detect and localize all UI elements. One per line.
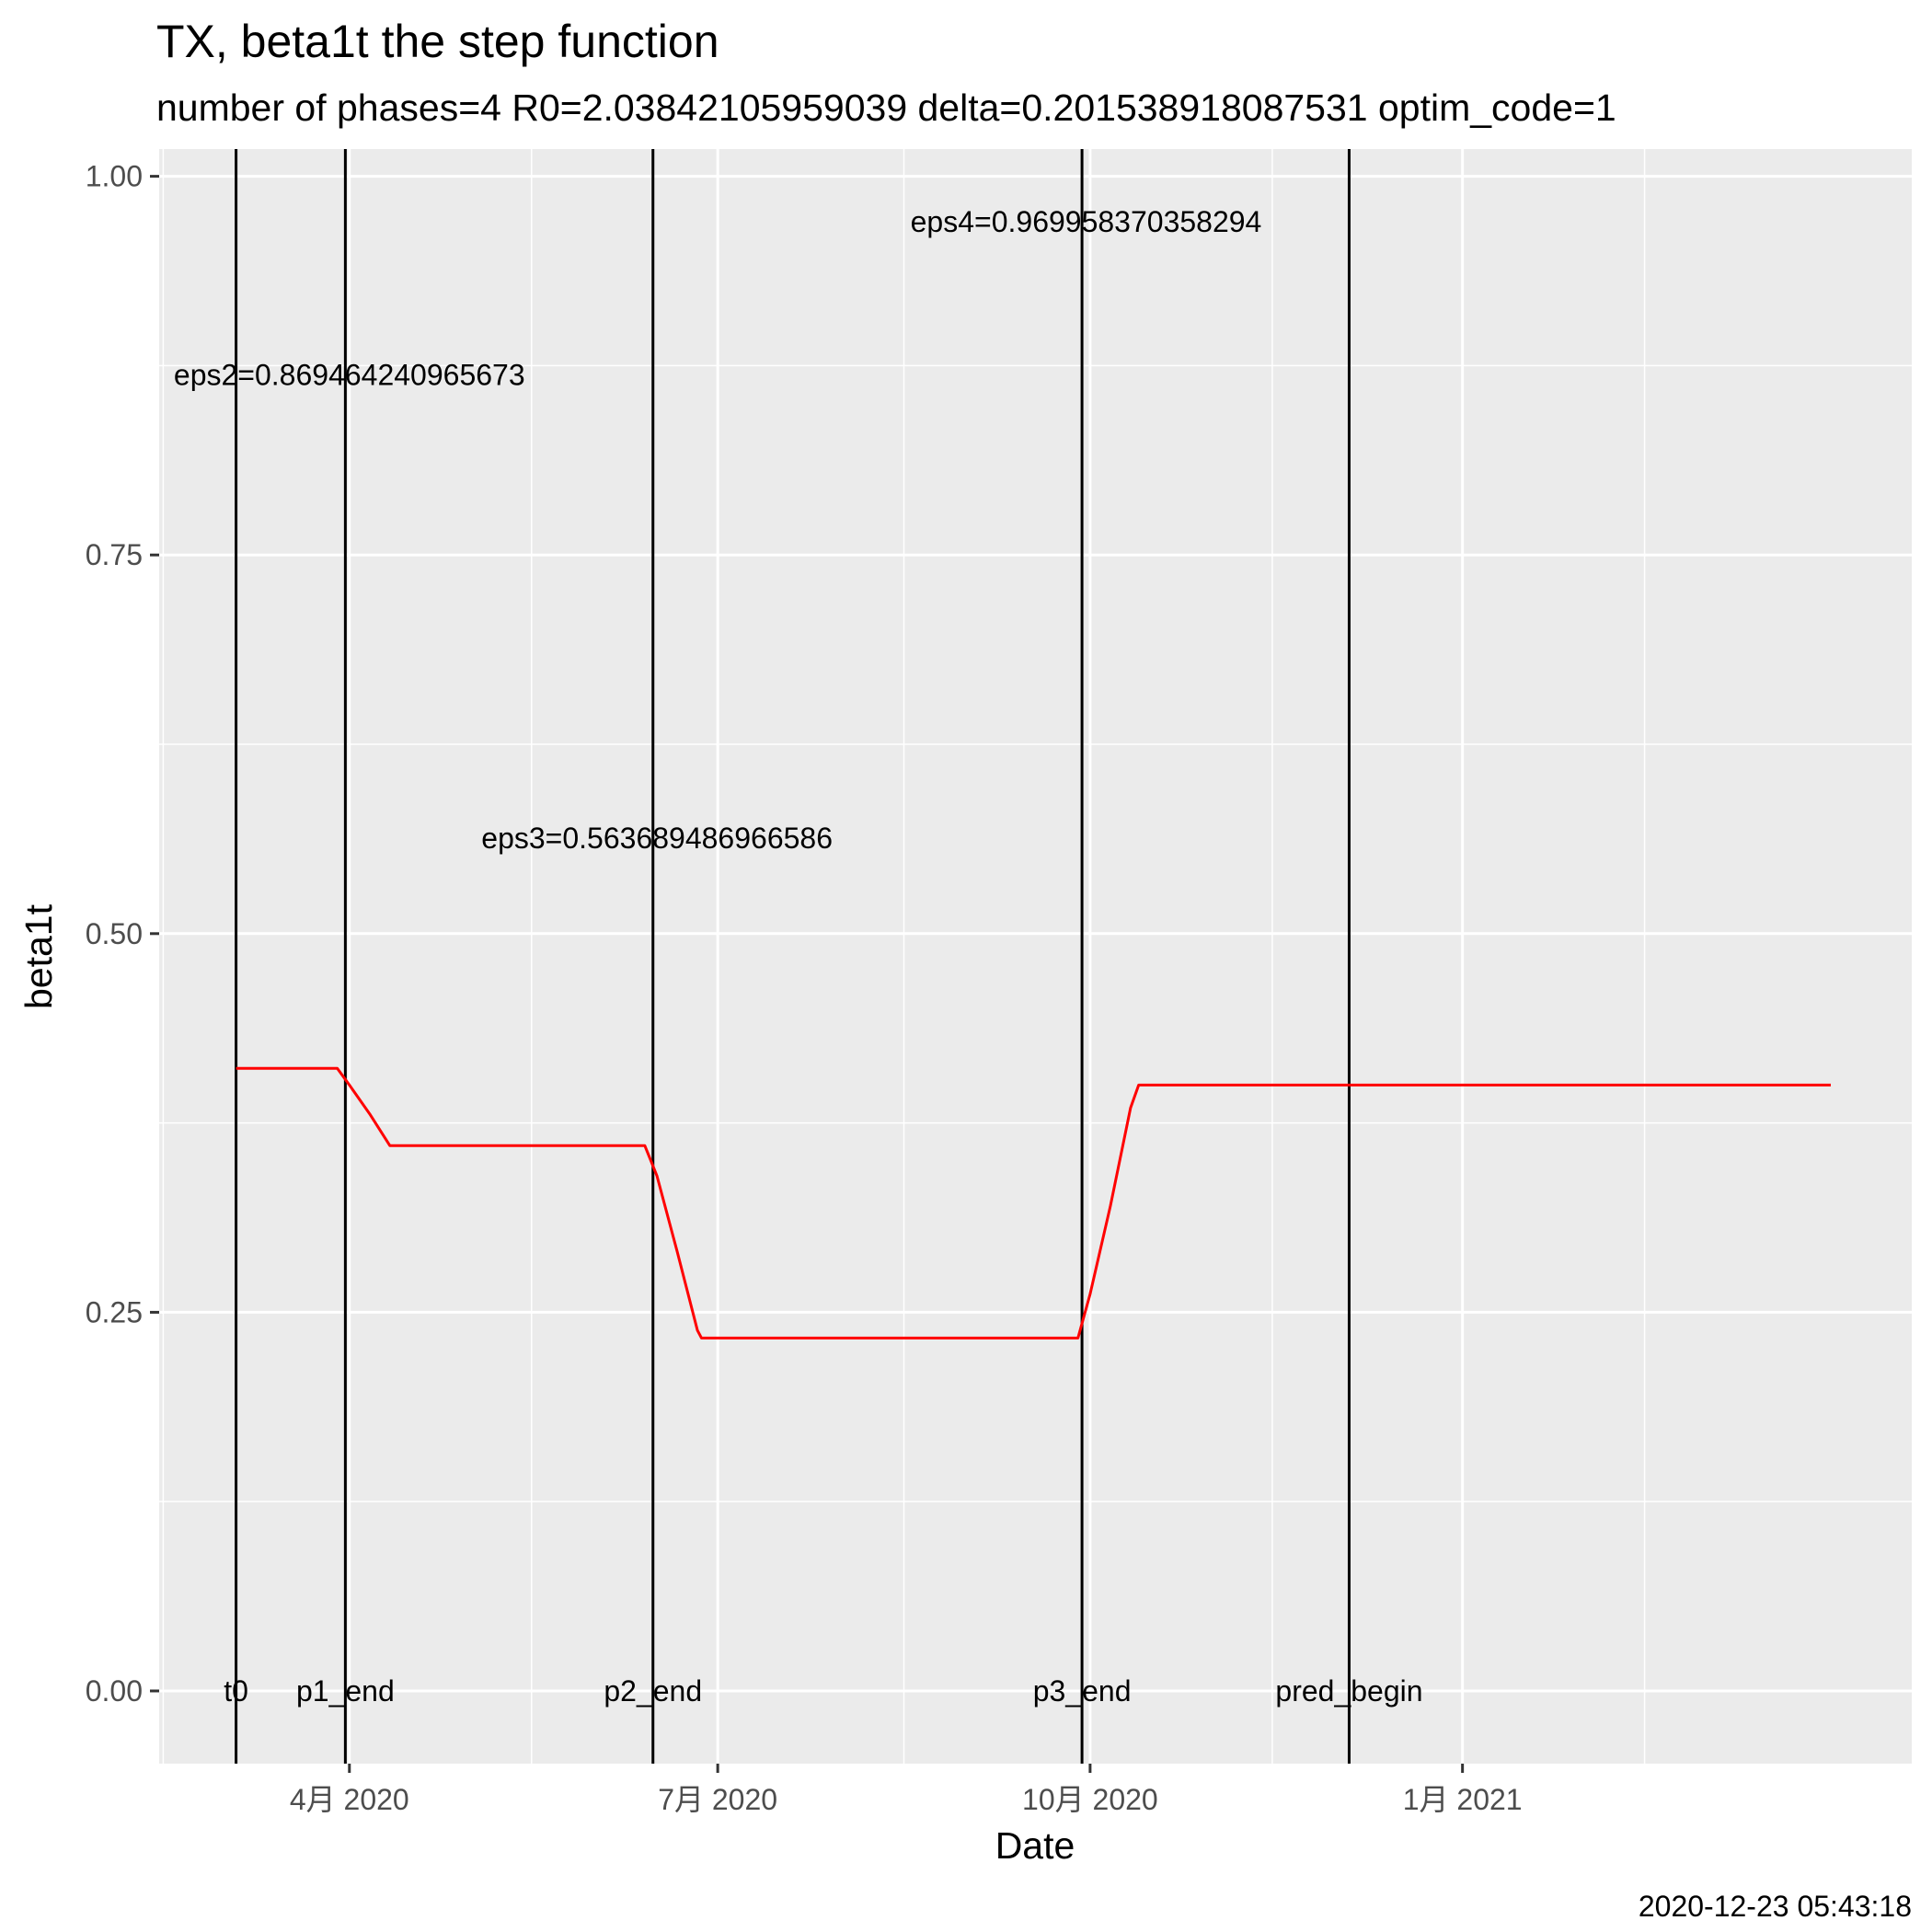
phase-label-pred-begin: pred_begin bbox=[1275, 1674, 1422, 1708]
x-axis: 4月 2020 7月 2020 10月 2020 1月 2021 bbox=[290, 1764, 1523, 1816]
phase-lines bbox=[235, 149, 1351, 1764]
panel-background bbox=[159, 149, 1912, 1764]
x-tick-label: 4月 2020 bbox=[290, 1783, 409, 1816]
annotation-eps3: eps3=0.563689486966586 bbox=[481, 822, 833, 855]
y-axis: 0.00 0.25 0.50 0.75 1.00 bbox=[86, 160, 159, 1708]
y-axis-title: beta1t bbox=[17, 903, 60, 1009]
y-tick-label: 0.00 bbox=[86, 1674, 143, 1708]
annotations: eps2=0.869464240965673 eps3=0.56368948696… bbox=[174, 205, 1261, 855]
x-tick-label: 1月 2021 bbox=[1403, 1783, 1523, 1816]
plot-panel: t0 p1_end p2_end p3_end pred_begin eps2=0.86… bbox=[159, 149, 1912, 1764]
major-gridlines bbox=[159, 149, 1912, 1764]
phase-label-p2-end: p2_end bbox=[604, 1674, 702, 1708]
caption: 2020-12-23 05:43:18 bbox=[1639, 1890, 1912, 1923]
x-tick-label: 7月 2020 bbox=[658, 1783, 777, 1816]
x-tick-label: 10月 2020 bbox=[1022, 1783, 1158, 1816]
phase-label-p1-end: p1_end bbox=[296, 1674, 395, 1708]
phase-labels: t0 p1_end p2_end p3_end pred_begin bbox=[224, 1674, 1422, 1708]
minor-gridlines bbox=[159, 149, 1912, 1764]
series-layer bbox=[236, 1066, 1831, 1340]
y-tick-label: 0.25 bbox=[86, 1295, 143, 1328]
annotation-eps2: eps2=0.869464240965673 bbox=[174, 358, 525, 391]
annotation-eps4: eps4=0.969958370358294 bbox=[911, 205, 1262, 238]
y-tick-label: 1.00 bbox=[86, 160, 143, 193]
series-line-1 bbox=[236, 1066, 1831, 1340]
phase-label-t0: t0 bbox=[224, 1674, 248, 1708]
chart-title: TX, beta1t the step function bbox=[156, 16, 719, 67]
phase-label-p3-end: p3_end bbox=[1033, 1674, 1132, 1708]
chart-subtitle: number of phases=4 R0=2.03842105959039 d… bbox=[156, 86, 1616, 129]
x-axis-title: Date bbox=[995, 1824, 1075, 1867]
y-tick-label: 0.75 bbox=[86, 538, 143, 571]
y-tick-label: 0.50 bbox=[86, 917, 143, 950]
